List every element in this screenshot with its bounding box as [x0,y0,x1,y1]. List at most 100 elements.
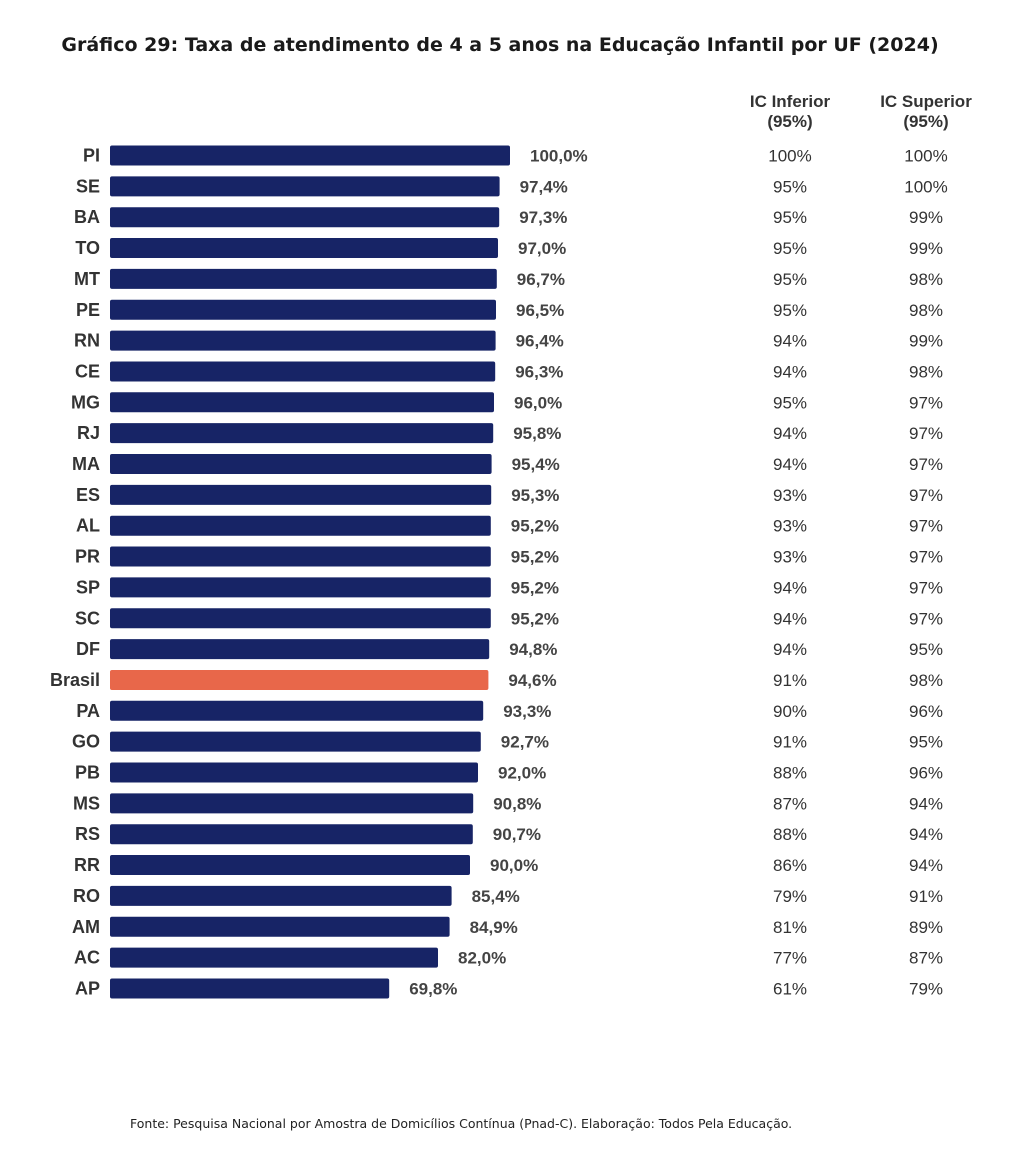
category-label: SE [76,176,100,196]
ic-inferior-cell: 94% [773,362,807,381]
ic-superior-cell: 100% [904,177,947,196]
bar [110,608,491,629]
bar [110,207,500,228]
ic-superior-cell: 99% [909,332,943,351]
data-label: 85,4% [472,887,520,906]
data-label: 93,3% [503,702,551,721]
bar [110,731,481,752]
data-label: 82,0% [458,949,506,968]
ic-superior-cell: 100% [904,147,947,166]
category-label: SC [75,608,100,628]
ic-superior-cell: 98% [909,362,943,381]
data-label: 96,3% [515,362,563,381]
bar [110,916,450,937]
bar [110,700,484,721]
ic-superior-header: IC Superior (95%) [866,92,986,132]
ic-superior-cell: 94% [909,794,943,813]
category-label: AL [76,516,100,536]
ic-inferior-cell: 100% [768,147,811,166]
data-label: 96,0% [514,393,562,412]
ic-superior-cell: 95% [909,640,943,659]
category-label: Brasil [50,670,100,690]
bar-highlight [110,669,489,690]
category-label: MS [73,793,100,813]
ic-inferior-cell: 77% [773,949,807,968]
category-label: PA [76,701,100,721]
ic-inferior-header-line2: (95%) [767,112,813,131]
category-label: PR [75,547,100,567]
data-label: 95,2% [511,609,559,628]
bar [110,361,496,382]
ic-inferior-cell: 87% [773,794,807,813]
data-label: 95,2% [511,578,559,597]
ic-inferior-cell: 94% [773,455,807,474]
ic-inferior-cell: 94% [773,424,807,443]
ic-inferior-cell: 86% [773,856,807,875]
ic-superior-cell: 97% [909,455,943,474]
ic-superior-cell: 94% [909,825,943,844]
ic-superior-header-line1: IC Superior [880,92,972,111]
bar [110,855,470,876]
ic-superior-cell: 87% [909,949,943,968]
category-label: GO [72,732,100,752]
ic-superior-cell: 98% [909,270,943,289]
data-label: 100,0% [530,147,588,166]
data-label: 95,2% [511,548,559,567]
ic-inferior-cell: 93% [773,486,807,505]
category-label: CE [75,361,100,381]
ic-inferior-cell: 95% [773,270,807,289]
category-label: AM [72,917,100,937]
bar [110,484,492,505]
bar [110,978,390,999]
data-label: 96,7% [517,270,565,289]
ic-inferior-cell: 95% [773,177,807,196]
ic-inferior-cell: 93% [773,517,807,536]
ic-inferior-cell: 81% [773,918,807,937]
category-label: RO [73,886,100,906]
category-label: PB [75,763,100,783]
bar [110,268,497,289]
ic-inferior-cell: 94% [773,578,807,597]
bar [110,577,491,598]
bar [110,423,494,444]
ic-superior-cell: 97% [909,424,943,443]
category-label: SP [76,577,100,597]
source-footer: Fonte: Pesquisa Nacional por Amostra de … [130,1116,793,1131]
category-label: RR [74,855,100,875]
ic-inferior-cell: 88% [773,825,807,844]
ic-superior-cell: 96% [909,702,943,721]
ic-superior-cell: 99% [909,208,943,227]
ic-superior-cell: 98% [909,301,943,320]
category-label: MG [71,392,100,412]
ic-inferior-cell: 88% [773,764,807,783]
data-label: 95,8% [513,424,561,443]
bar [110,793,474,814]
ic-superior-cell: 91% [909,887,943,906]
ic-inferior-cell: 95% [773,208,807,227]
ic-superior-cell: 89% [909,918,943,937]
bar [110,762,478,783]
data-label: 94,6% [508,671,556,690]
data-label: 97,0% [518,239,566,258]
category-label: MT [74,269,100,289]
bar [110,454,492,474]
ic-superior-cell: 97% [909,609,943,628]
category-label: AC [74,948,100,968]
bar [110,145,510,166]
ic-inferior-cell: 94% [773,609,807,628]
bar-chart: PI 100,0% 100% 100% SE 97,4% 95% 100% BA 97,3% 95%… [50,145,948,999]
ic-superior-cell: 97% [909,393,943,412]
ic-superior-header-line2: (95%) [903,112,949,131]
ic-inferior-cell: 94% [773,640,807,659]
ic-inferior-cell: 95% [773,301,807,320]
ic-superior-cell: 97% [909,517,943,536]
ic-inferior-header: IC Inferior (95%) [730,92,850,132]
bar [110,330,496,351]
category-label: PE [76,300,100,320]
bar [110,546,491,567]
category-label: RN [74,331,100,351]
bar [110,392,494,413]
ic-superior-cell: 79% [909,979,943,998]
bar [110,238,498,259]
category-label: PI [83,146,100,166]
